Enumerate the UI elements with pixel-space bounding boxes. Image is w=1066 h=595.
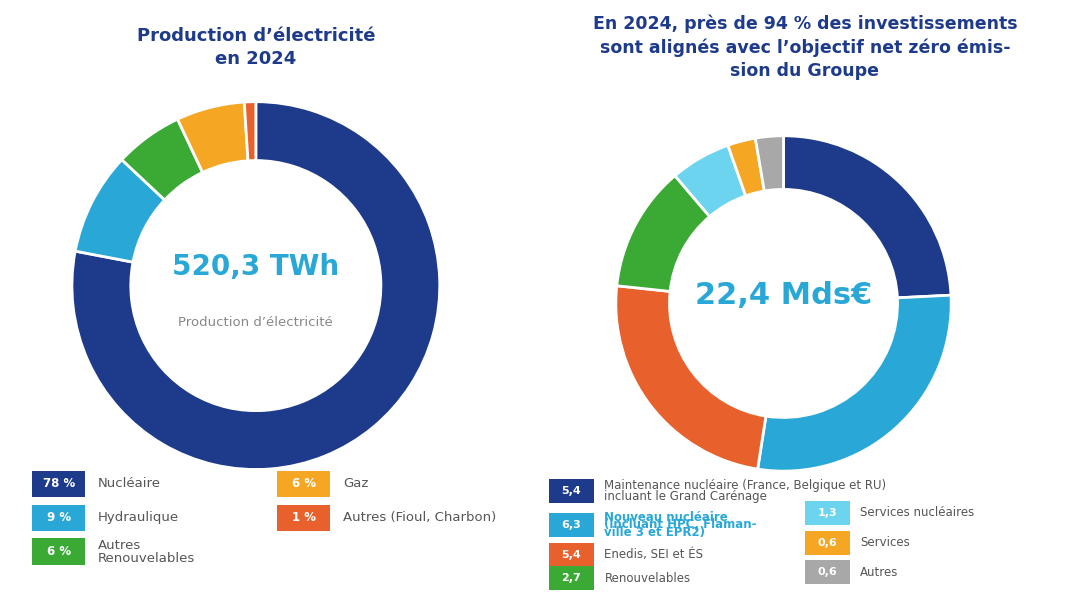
Text: Enedis, SEI et ÉS: Enedis, SEI et ÉS (604, 548, 704, 561)
Wedge shape (617, 176, 710, 292)
Text: 6,3: 6,3 (562, 520, 581, 530)
Text: Nucléaire: Nucléaire (98, 477, 161, 490)
Text: 5,4: 5,4 (562, 486, 581, 496)
Text: Nouveau nucléaire: Nouveau nucléaire (604, 511, 728, 524)
Text: Gaz: Gaz (343, 477, 369, 490)
Text: 6 %: 6 % (292, 477, 316, 490)
Wedge shape (675, 145, 746, 217)
Text: Maintenance nucléaire (France, Belgique et RU): Maintenance nucléaire (France, Belgique … (604, 479, 887, 492)
Text: Production d’électricité: Production d’électricité (178, 316, 334, 329)
Text: (incluant HPC, Flaman-: (incluant HPC, Flaman- (604, 518, 757, 531)
Text: Renouvelables: Renouvelables (604, 572, 691, 585)
Text: 6 %: 6 % (47, 545, 70, 558)
Text: Hydraulique: Hydraulique (98, 511, 179, 524)
Wedge shape (756, 136, 784, 191)
Text: 0,6: 0,6 (818, 538, 837, 547)
Wedge shape (728, 138, 764, 196)
Text: 0,6: 0,6 (818, 568, 837, 577)
Wedge shape (758, 295, 951, 471)
Wedge shape (71, 102, 440, 469)
Text: ville 3 et EPR2): ville 3 et EPR2) (604, 526, 706, 539)
Text: En 2024, près de 94 % des investissements
sont alignés avec l’objectif net zéro : En 2024, près de 94 % des investissement… (593, 15, 1017, 80)
Text: Production d’électricité
en 2024: Production d’électricité en 2024 (136, 27, 375, 68)
Wedge shape (122, 119, 203, 200)
Text: 78 %: 78 % (43, 477, 75, 490)
Wedge shape (244, 102, 256, 161)
Text: Autres (Fioul, Charbon): Autres (Fioul, Charbon) (343, 511, 497, 524)
Wedge shape (784, 136, 951, 298)
Text: 1,3: 1,3 (818, 508, 837, 518)
Wedge shape (76, 159, 164, 262)
Text: 5,4: 5,4 (562, 550, 581, 559)
Text: 9 %: 9 % (47, 511, 70, 524)
Text: 1 %: 1 % (292, 511, 316, 524)
Text: 2,7: 2,7 (562, 574, 581, 583)
Text: Autres: Autres (98, 539, 142, 552)
Text: Autres: Autres (860, 566, 899, 579)
Wedge shape (178, 102, 248, 173)
Text: 22,4 Mds€: 22,4 Mds€ (695, 281, 872, 309)
Text: 520,3 TWh: 520,3 TWh (173, 253, 339, 281)
Text: Services nucléaires: Services nucléaires (860, 506, 974, 519)
Text: Renouvelables: Renouvelables (98, 552, 195, 565)
Wedge shape (616, 286, 765, 469)
Text: incluant le Grand Carénage: incluant le Grand Carénage (604, 490, 768, 503)
Text: Services: Services (860, 536, 910, 549)
